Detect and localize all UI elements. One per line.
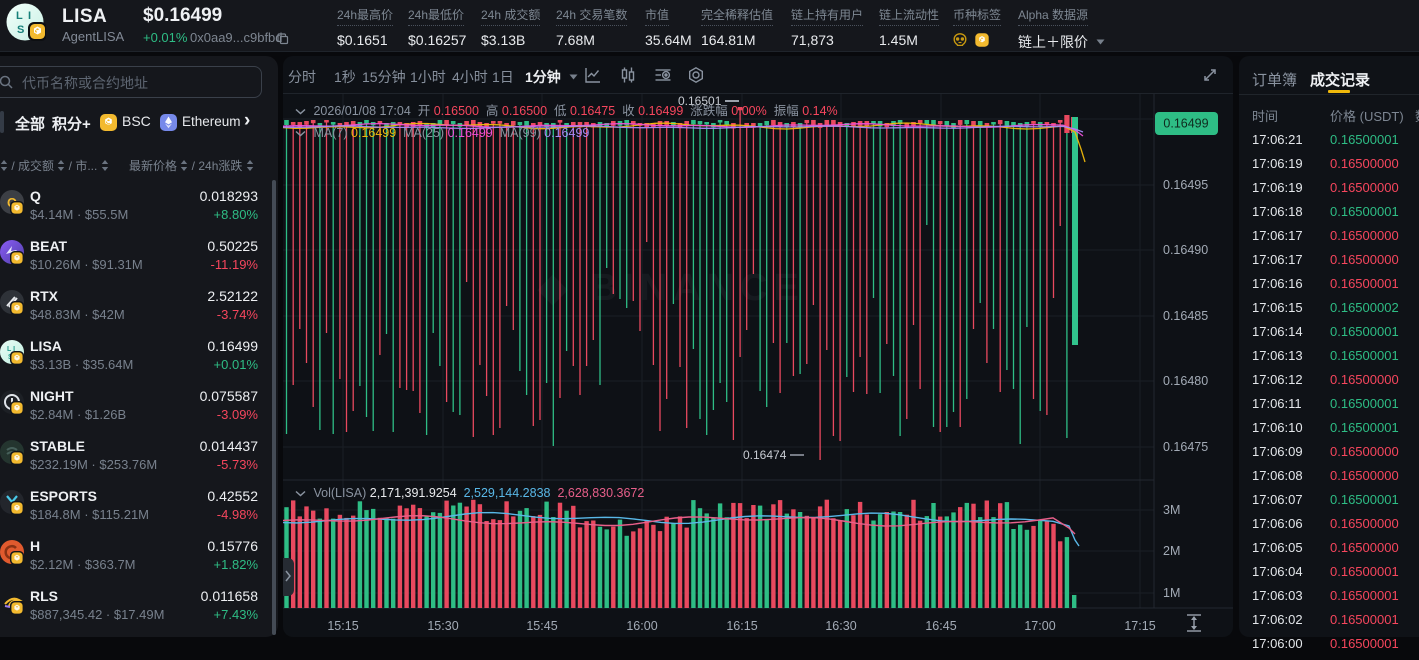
svg-text:◆ BINANCE: ◆ BINANCE: [537, 267, 805, 309]
svg-text:15:15: 15:15: [327, 619, 358, 633]
svg-text:0.16501: 0.16501: [678, 94, 722, 108]
svg-text:L: L: [16, 10, 23, 22]
svg-text:I: I: [28, 10, 31, 22]
svg-text:1M: 1M: [1163, 586, 1180, 600]
svg-text:0.16475: 0.16475: [1163, 440, 1208, 454]
svg-text:16:45: 16:45: [925, 619, 956, 633]
svg-text:S: S: [17, 24, 24, 36]
svg-text:17:15: 17:15: [1124, 619, 1155, 633]
svg-text:2M: 2M: [1163, 544, 1180, 558]
svg-text:0.16490: 0.16490: [1163, 243, 1208, 257]
svg-text:0.16499: 0.16499: [1163, 117, 1208, 131]
svg-text:15:45: 15:45: [526, 619, 557, 633]
svg-text:0.16474: 0.16474: [743, 448, 787, 462]
svg-text:0.16495: 0.16495: [1163, 178, 1208, 192]
svg-text:16:30: 16:30: [825, 619, 856, 633]
svg-text:L I: L I: [7, 346, 15, 353]
svg-text:17:00: 17:00: [1024, 619, 1055, 633]
svg-text:15:30: 15:30: [427, 619, 458, 633]
svg-text:3M: 3M: [1163, 503, 1180, 517]
svg-text:16:15: 16:15: [726, 619, 757, 633]
svg-text:0.16480: 0.16480: [1163, 374, 1208, 388]
svg-text:16:00: 16:00: [626, 619, 657, 633]
svg-text:0.16485: 0.16485: [1163, 309, 1208, 323]
